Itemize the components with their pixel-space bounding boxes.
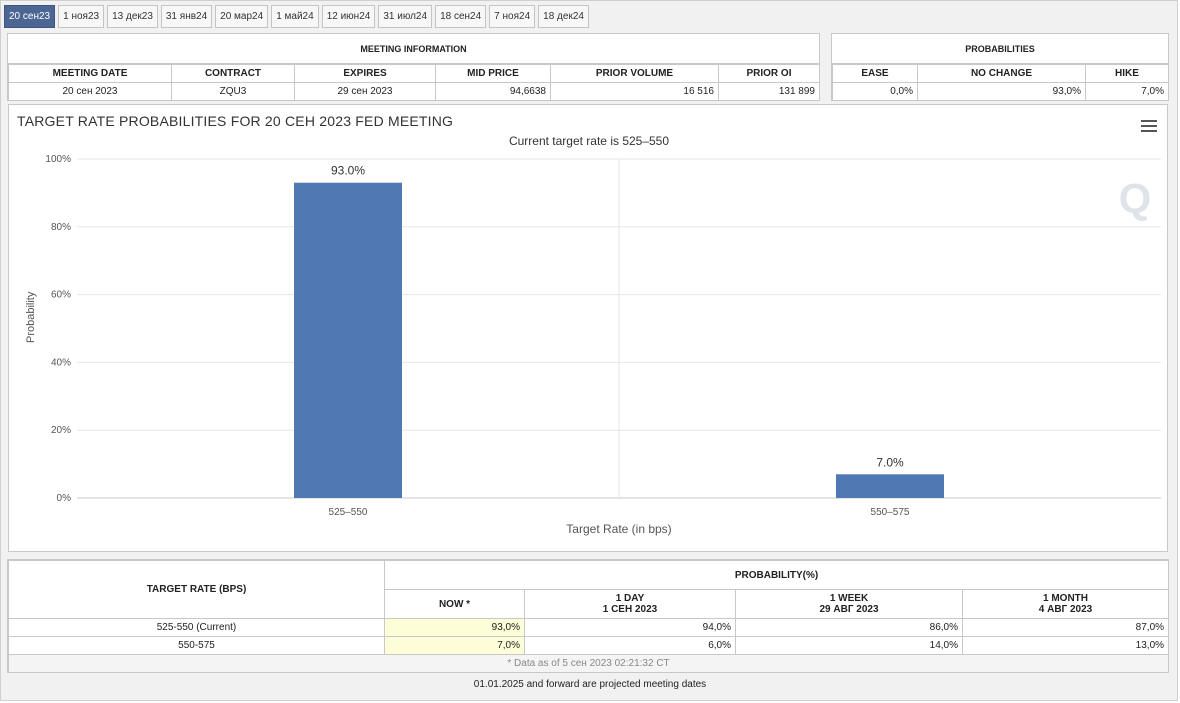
table-row: 550-575 7,0% 6,0% 14,0% 13,0%: [8, 636, 1170, 655]
cell-prior-volume: 16 516: [550, 82, 719, 101]
hamburger-menu-icon[interactable]: [1141, 120, 1157, 132]
x-axis-label: Target Rate (in bps): [566, 522, 671, 536]
cell-contract: ZQU3: [171, 82, 295, 101]
header-contract: CONTRACT: [171, 64, 295, 83]
header-1-week: 1 WEEK 29 АВГ 2023: [735, 589, 963, 619]
header-meeting-date: MEETING DATE: [8, 64, 172, 83]
meeting-info-title: MEETING INFORMATION: [8, 34, 819, 64]
cell-prior-oi: 131 899: [718, 82, 820, 101]
history-table: TARGET RATE (BPS) PROBABILITY(%) NOW * 1…: [7, 560, 1170, 673]
header-ease: EASE: [832, 64, 918, 83]
projected-dates-note: 01.01.2025 and forward are projected mee…: [473, 679, 707, 690]
bar-data-label: 93.0%: [331, 164, 365, 178]
x-tick-label: 525–550: [329, 507, 368, 518]
y-tick-label: 100%: [45, 154, 71, 165]
header-1-month: 1 MONTH 4 АВГ 2023: [961, 589, 1170, 619]
watermark-logo: Q: [1119, 175, 1152, 222]
y-tick-label: 80%: [51, 222, 71, 233]
tab-meeting-7[interactable]: 12 июн24: [321, 5, 376, 28]
cell-expires: 29 сен 2023: [294, 82, 436, 101]
table-row: 525-550 (Current) 93,0% 94,0% 86,0% 87,0…: [8, 618, 1170, 637]
bar-data-label: 7.0%: [876, 455, 904, 469]
rate-cell: 525-550 (Current): [8, 618, 385, 637]
value-cell-1-month: 13,0%: [961, 636, 1170, 655]
bar: [294, 182, 402, 498]
tab-meeting-4[interactable]: 31 янв24: [160, 5, 213, 28]
header-probability: PROBABILITY(%): [383, 560, 1170, 590]
value-cell-1-week: 14,0%: [735, 636, 963, 655]
value-cell-1-day: 6,0%: [524, 636, 736, 655]
header-now: NOW *: [384, 589, 525, 619]
chart-title: TARGET RATE PROBABILITIES FOR 20 СЕН 202…: [17, 113, 454, 129]
value-cell-1-month: 87,0%: [961, 618, 1170, 637]
meeting-info-panel: MEETING INFORMATION MEETING DATE CONTRAC…: [7, 33, 820, 101]
value-cell-1-week: 86,0%: [735, 618, 963, 637]
tab-meeting-5[interactable]: 20 мар24: [215, 5, 269, 28]
probability-chart: TARGET RATE PROBABILITIES FOR 20 СЕН 202…: [8, 104, 1168, 552]
tab-meeting-10[interactable]: 7 ноя24: [489, 5, 536, 28]
tab-meeting-1[interactable]: 20 сен23: [4, 5, 56, 28]
value-cell-now: 7,0%: [384, 636, 525, 655]
tab-meeting-6[interactable]: 1 май24: [271, 5, 319, 28]
header-prior-oi: PRIOR OI: [718, 64, 820, 83]
cell-no-change: 93,0%: [917, 82, 1086, 101]
tab-meeting-8[interactable]: 31 июл24: [378, 5, 433, 28]
header-target-rate: TARGET RATE (BPS): [8, 560, 385, 619]
value-cell-now: 93,0%: [384, 618, 525, 637]
rate-cell: 550-575: [8, 636, 385, 655]
history-panel: TARGET RATE (BPS) PROBABILITY(%) NOW * 1…: [7, 559, 1170, 673]
chart-subtitle: Current target rate is 525–550: [508, 134, 670, 148]
cell-mid-price: 94,6638: [435, 82, 551, 101]
header-no-change: NO CHANGE: [917, 64, 1086, 83]
header-1-day: 1 DAY 1 СЕН 2023: [524, 589, 736, 619]
tab-meeting-9[interactable]: 18 сен24: [435, 5, 487, 28]
y-tick-label: 0%: [57, 493, 72, 504]
probabilities-table: EASE NO CHANGE HIKE 0,0% 93,0% 7,0%: [832, 64, 1169, 101]
tab-meeting-2[interactable]: 1 ноя23: [58, 5, 105, 28]
chart-plot: 0% 20% 40% 60% 80% 100% 93.0% 525–550 7.0% 550–57…: [45, 154, 1161, 536]
y-tick-label: 40%: [51, 357, 71, 368]
bar: [836, 474, 944, 498]
cell-hike: 7,0%: [1085, 82, 1169, 101]
cell-meeting-date: 20 сен 2023: [8, 82, 172, 101]
probabilities-title: PROBABILITIES: [832, 34, 1168, 64]
header-expires: EXPIRES: [294, 64, 436, 83]
header-hike: HIKE: [1085, 64, 1169, 83]
value-cell-1-day: 94,0%: [524, 618, 736, 637]
probabilities-panel: PROBABILITIES EASE NO CHANGE HIKE 0,0% 9…: [831, 33, 1169, 101]
data-timestamp-note: * Data as of 5 сен 2023 02:21:32 CT: [7, 654, 1170, 673]
x-tick-label: 550–575: [871, 507, 910, 518]
meeting-tabs: 20 сен23 1 ноя23 13 дек23 31 янв24 20 ма…: [4, 5, 589, 29]
header-mid-price: MID PRICE: [435, 64, 551, 83]
tab-meeting-11[interactable]: 18 дек24: [538, 5, 589, 28]
y-tick-label: 20%: [51, 425, 71, 436]
cell-ease: 0,0%: [832, 82, 918, 101]
header-prior-volume: PRIOR VOLUME: [550, 64, 719, 83]
tab-meeting-3[interactable]: 13 дек23: [107, 5, 158, 28]
y-tick-label: 60%: [51, 290, 71, 301]
meeting-info-table: MEETING DATE CONTRACT EXPIRES MID PRICE …: [8, 64, 820, 101]
